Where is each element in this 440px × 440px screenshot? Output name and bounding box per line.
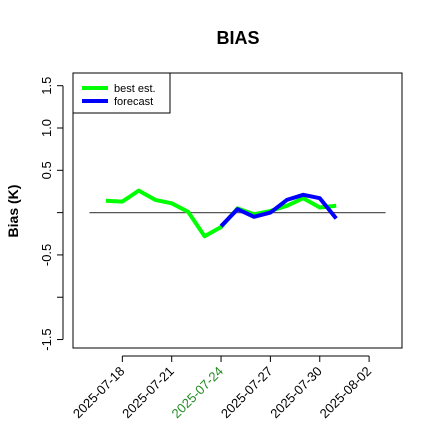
legend: best est. forecast [72,72,171,114]
chart-title: BIAS [216,28,259,48]
series-line-forecast [219,192,338,228]
y-tick-label: 1.0 [39,119,54,137]
y-tick-label: 1.5 [39,77,54,95]
legend-box [72,72,171,114]
series-layer [105,188,338,239]
x-tick-label: 2025-07-21 [119,364,177,422]
x-tick-label: 2025-07-30 [267,364,325,422]
y-axis-label: Bias (K) [5,185,21,238]
x-tick-label: 2025-08-02 [317,364,375,422]
y-axis: -1.5 -0.5 0.5 1.0 1.5 [39,77,64,351]
legend-label-forecast: forecast [114,96,153,108]
y-tick-label: 0.5 [39,161,54,179]
legend-label-best-est: best est. [114,83,156,95]
x-axis: 2025-07-182025-07-212025-07-242025-07-27… [70,355,375,422]
y-tick-label: -1.5 [39,328,54,350]
series-line-best-est [105,188,337,239]
plot-area-frame [72,72,403,349]
x-tick-label: 2025-07-24 [169,364,227,422]
x-tick-label: 2025-07-18 [70,364,128,422]
y-tick-label: -0.5 [39,244,54,266]
x-tick-label: 2025-07-27 [218,364,276,422]
